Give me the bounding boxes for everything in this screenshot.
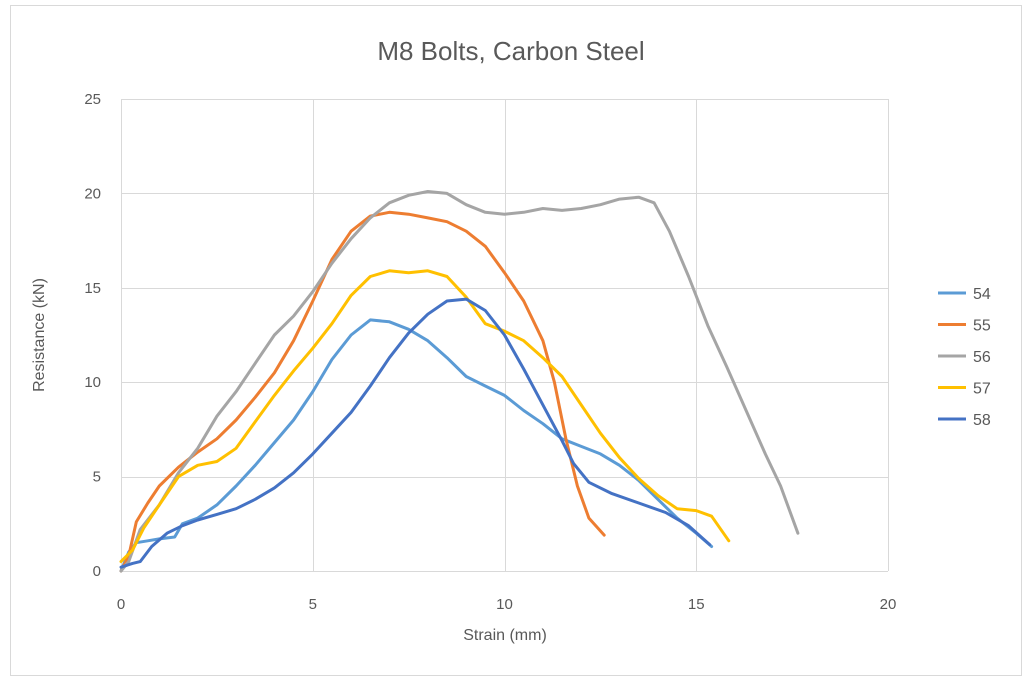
y-tick-label-0: 0: [93, 563, 101, 580]
legend-label-55: 55: [973, 318, 991, 335]
x-tick-label-2: 10: [496, 596, 513, 613]
chart-border: [10, 5, 1022, 676]
legend-item-57: 57: [938, 381, 991, 398]
legend-item-55: 55: [938, 318, 991, 335]
series-lines: [119, 190, 800, 573]
legend-item-54: 54: [938, 286, 991, 303]
y-tick-label-2: 10: [84, 374, 101, 391]
x-axis-title: Strain (mm): [463, 627, 547, 644]
series-line-55: [119, 210, 606, 573]
y-axis-title: Resistance (kN): [31, 278, 48, 392]
series-line-58: [119, 297, 712, 569]
x-tick-label-1: 5: [309, 596, 317, 613]
series-line-56: [119, 190, 800, 573]
x-tick-label-3: 15: [688, 596, 705, 613]
legend: 54 55 56 57 58: [938, 286, 991, 429]
chart-title: M8 Bolts, Carbon Steel: [377, 36, 644, 66]
series-line-57: [119, 269, 731, 564]
gridlines: [121, 99, 889, 572]
x-tick-label-4: 20: [880, 596, 897, 613]
legend-label-57: 57: [973, 381, 991, 398]
legend-label-54: 54: [973, 286, 991, 303]
y-tick-label-1: 5: [93, 469, 101, 486]
y-tick-label-3: 15: [84, 280, 101, 297]
y-tick-label-5: 25: [84, 91, 101, 108]
legend-label-58: 58: [973, 412, 991, 429]
legend-label-56: 56: [973, 349, 991, 366]
x-tick-labels: 0 5 10 15 20: [117, 596, 897, 613]
x-tick-label-0: 0: [117, 596, 125, 613]
legend-item-58: 58: [938, 412, 991, 429]
legend-item-56: 56: [938, 349, 991, 366]
y-tick-label-4: 20: [84, 185, 101, 202]
y-tick-labels: 0 5 10 15 20 25: [84, 91, 101, 580]
